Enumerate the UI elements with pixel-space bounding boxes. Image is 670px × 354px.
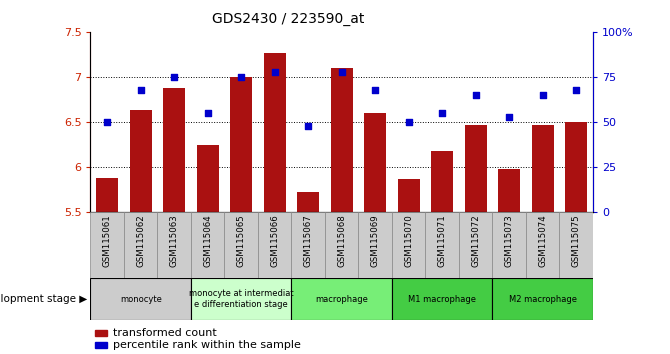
Point — [504, 114, 515, 120]
Bar — [264, 53, 285, 212]
Bar — [96, 342, 107, 348]
Text: GSM115072: GSM115072 — [471, 215, 480, 267]
Bar — [124, 212, 157, 278]
Text: M1 macrophage: M1 macrophage — [408, 295, 476, 304]
Text: development stage ▶: development stage ▶ — [0, 294, 87, 304]
Point — [303, 123, 314, 129]
Point — [403, 119, 414, 125]
Text: GSM115065: GSM115065 — [237, 215, 246, 267]
Bar — [425, 212, 459, 278]
Bar — [191, 278, 291, 320]
Text: GSM115074: GSM115074 — [538, 215, 547, 267]
Text: M2 macrophage: M2 macrophage — [509, 295, 577, 304]
Bar — [526, 212, 559, 278]
Bar — [197, 145, 218, 212]
Bar — [431, 151, 453, 212]
Bar — [163, 88, 185, 212]
Bar — [492, 278, 593, 320]
Point — [537, 92, 548, 98]
Text: macrophage: macrophage — [316, 295, 368, 304]
Bar — [325, 212, 358, 278]
Text: monocyte at intermediat
e differentiation stage: monocyte at intermediat e differentiatio… — [189, 290, 293, 309]
Bar — [90, 278, 191, 320]
Bar — [392, 212, 425, 278]
Text: monocyte: monocyte — [120, 295, 161, 304]
Text: percentile rank within the sample: percentile rank within the sample — [113, 340, 301, 350]
Text: GSM115063: GSM115063 — [170, 215, 179, 267]
Text: GSM115067: GSM115067 — [304, 215, 313, 267]
Bar — [398, 179, 419, 212]
Bar — [96, 178, 118, 212]
Point — [470, 92, 481, 98]
Bar — [157, 212, 191, 278]
Point — [336, 69, 347, 74]
Bar — [230, 77, 252, 212]
Bar — [297, 192, 319, 212]
Text: GSM115068: GSM115068 — [337, 215, 346, 267]
Point — [370, 87, 381, 92]
Bar — [559, 212, 593, 278]
Bar — [358, 212, 392, 278]
Point — [135, 87, 146, 92]
Text: GSM115069: GSM115069 — [371, 215, 380, 267]
Bar — [565, 122, 587, 212]
Point — [269, 69, 280, 74]
Text: GSM115070: GSM115070 — [404, 215, 413, 267]
Bar — [465, 125, 486, 212]
Bar — [364, 113, 386, 212]
Bar — [331, 68, 352, 212]
Bar — [96, 330, 107, 336]
Bar — [532, 125, 553, 212]
Bar — [224, 212, 258, 278]
Text: GSM115075: GSM115075 — [572, 215, 581, 267]
Text: GSM115061: GSM115061 — [103, 215, 112, 267]
Bar — [191, 212, 224, 278]
Bar — [291, 212, 325, 278]
Text: GSM115073: GSM115073 — [505, 215, 514, 267]
Bar — [90, 212, 124, 278]
Point — [236, 74, 247, 80]
Text: transformed count: transformed count — [113, 328, 217, 338]
Bar — [498, 169, 520, 212]
Point — [169, 74, 180, 80]
Text: GSM115066: GSM115066 — [270, 215, 279, 267]
Bar — [291, 278, 392, 320]
Text: GSM115064: GSM115064 — [203, 215, 212, 267]
Bar — [392, 278, 492, 320]
Point — [437, 110, 448, 116]
Text: GDS2430 / 223590_at: GDS2430 / 223590_at — [212, 12, 364, 27]
Bar — [492, 212, 526, 278]
Point — [202, 110, 213, 116]
Bar — [130, 110, 151, 212]
Text: GSM115062: GSM115062 — [136, 215, 145, 267]
Point — [571, 87, 582, 92]
Bar — [459, 212, 492, 278]
Text: GSM115071: GSM115071 — [438, 215, 447, 267]
Bar — [258, 212, 291, 278]
Point — [102, 119, 113, 125]
